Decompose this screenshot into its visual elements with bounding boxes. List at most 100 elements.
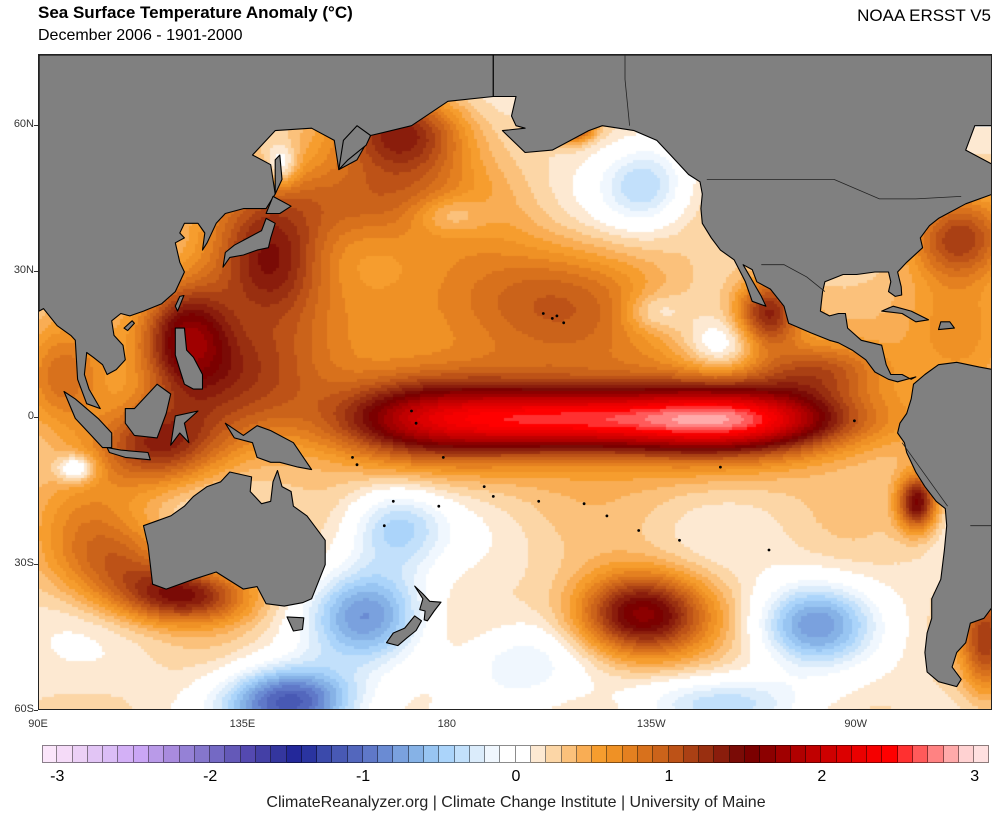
hainan [123,320,135,332]
colorbar-cell [225,745,241,763]
colorbar-cell [699,745,715,763]
political-border [901,442,948,507]
lat-tick [34,563,38,565]
island-marker [605,514,609,518]
colorbar-cell [469,745,486,763]
colorbar-cell [974,745,990,763]
island-marker [555,314,559,318]
chart-title: Sea Surface Temperature Anomaly (°C) [38,3,353,22]
lat-tick [34,271,38,273]
island-marker [441,456,445,459]
island-marker [678,538,681,542]
island-marker [482,485,486,488]
borneo [124,383,172,439]
colorbar-cell [454,745,470,763]
colorbar-cell [500,745,516,763]
hispaniola [937,321,955,331]
colorbar-cell [378,745,394,763]
lat-tick-label: 60N [13,117,34,130]
cuba [881,305,930,323]
colorbar-cell [943,745,959,763]
colorbar-cell [42,745,58,763]
nz-north [414,585,442,622]
colorbar-cell [317,745,333,763]
nz-south [385,615,423,647]
japan-honshu [222,217,276,268]
political-border [624,55,630,126]
sumatra [63,390,113,449]
lat-tick [34,417,38,419]
colorbar-cell [194,745,211,763]
south-america [897,361,991,688]
colorbar-cell [57,745,73,763]
colorbar-cell [546,745,562,763]
sst-anomaly-map[interactable] [38,54,992,710]
tasmania [286,616,305,632]
colorbar-cell [790,745,807,763]
sulawesi [170,410,199,446]
colorbar-cell [271,745,287,763]
island-marker [719,465,722,469]
colorbar-cell [622,745,638,763]
colorbar-cell [485,745,501,763]
lat-tick-label: 60S [14,703,34,715]
colorbar-tick-label: -1 [355,768,371,785]
colorbar-cell [393,745,409,763]
colorbar-cell [806,745,822,763]
colorbar-cell [424,745,440,763]
colorbar-cell [347,745,363,763]
colorbar-cell [408,745,425,763]
island-marker [437,504,441,508]
lat-tick-label: 0 [27,410,34,423]
political-border [761,264,826,292]
lat-tick-label: 30N [13,264,34,277]
colorbar-cell [637,745,654,763]
java [106,447,151,461]
colorbar-cell [775,745,791,763]
lon-tick-label: 180 [437,718,457,730]
lat-tick-label: 30S [14,556,34,569]
philippines [174,327,204,390]
colorbar-cell [515,745,531,763]
colorbar-cell [836,745,852,763]
colorbar-cell [958,745,975,763]
colorbar-cell [760,745,776,763]
colorbar-cell [362,745,379,763]
island-marker [537,499,541,503]
dataset-label: NOAA ERSST V5 [857,6,991,25]
island-marker [491,495,495,498]
colorbar-cell [103,745,119,763]
lon-tick-label: 90E [28,718,48,730]
colorbar [42,745,990,763]
colorbar-cell [576,745,593,763]
colorbar-cell [867,745,883,763]
colorbar-cell [744,745,761,763]
japan-hokkaido [265,195,292,215]
colorbar-tick-label: 2 [817,768,827,785]
colorbar-cell [164,745,180,763]
lon-tick-label: 135W [636,718,666,730]
lat-tick [34,710,38,711]
colorbar-cell [179,745,195,763]
colorbar-cell [882,745,898,763]
colorbar-cell [87,745,104,763]
north-america [492,55,991,383]
land-overlay [39,55,991,688]
island-marker [541,312,545,315]
colorbar-cell [821,745,837,763]
new-guinea [224,422,313,471]
island-marker [550,317,554,320]
australia [142,469,326,607]
colorbar-cell [439,745,455,763]
chart-subtitle: December 2006 - 1901-2000 [38,27,243,44]
colorbar-cell [332,745,348,763]
colorbar-cell [118,745,134,763]
colorbar-cell [913,745,929,763]
colorbar-tick-label: 0 [511,768,521,785]
island-marker [582,502,586,506]
lat-tick [34,124,38,126]
island-marker [382,524,386,528]
kamchatka [338,125,372,171]
colorbar-cell [148,745,165,763]
island-marker [562,321,566,325]
